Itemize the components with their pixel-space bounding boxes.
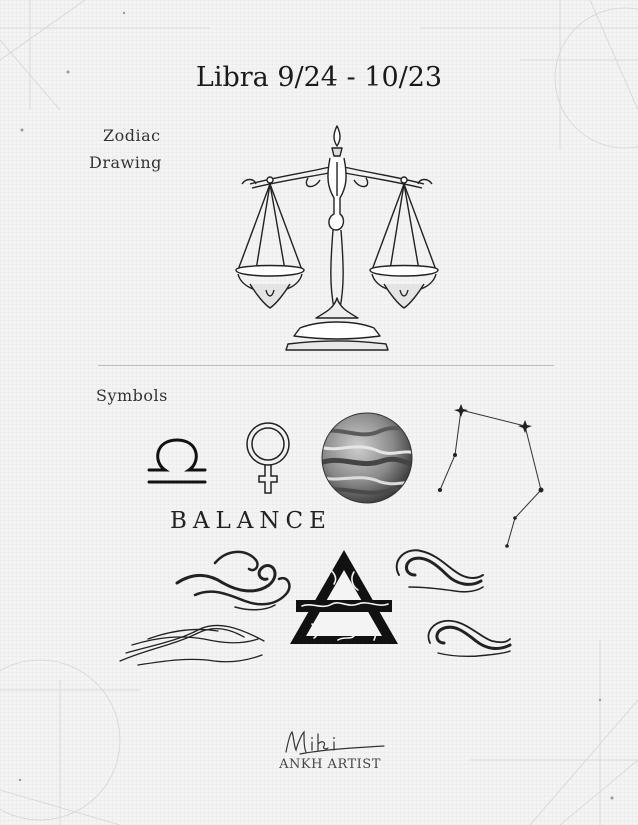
libra-scales-icon (235, 125, 439, 351)
air-wave-icon (427, 619, 512, 658)
zodiac-label-line2: Drawing (89, 153, 162, 172)
page-title: Libra 9/24 - 10/23 (195, 62, 443, 93)
symbols-label: Symbols (96, 386, 168, 405)
air-wave-icon (119, 624, 265, 666)
air-wave-icon (175, 550, 291, 611)
section-divider (98, 365, 554, 366)
libra-constellation-icon (438, 404, 544, 548)
libra-glyph-icon (147, 438, 207, 484)
signature-icon (285, 730, 385, 755)
air-wave-icon (395, 549, 484, 593)
venus-planet-icon (321, 412, 413, 504)
balance-word: BALANCE (170, 508, 332, 534)
artist-name: ANKH ARTIST (279, 757, 381, 772)
venus-symbol-icon (246, 422, 290, 494)
zodiac-label-line1: Zodiac (103, 126, 161, 145)
air-triangle-icon (290, 550, 398, 644)
